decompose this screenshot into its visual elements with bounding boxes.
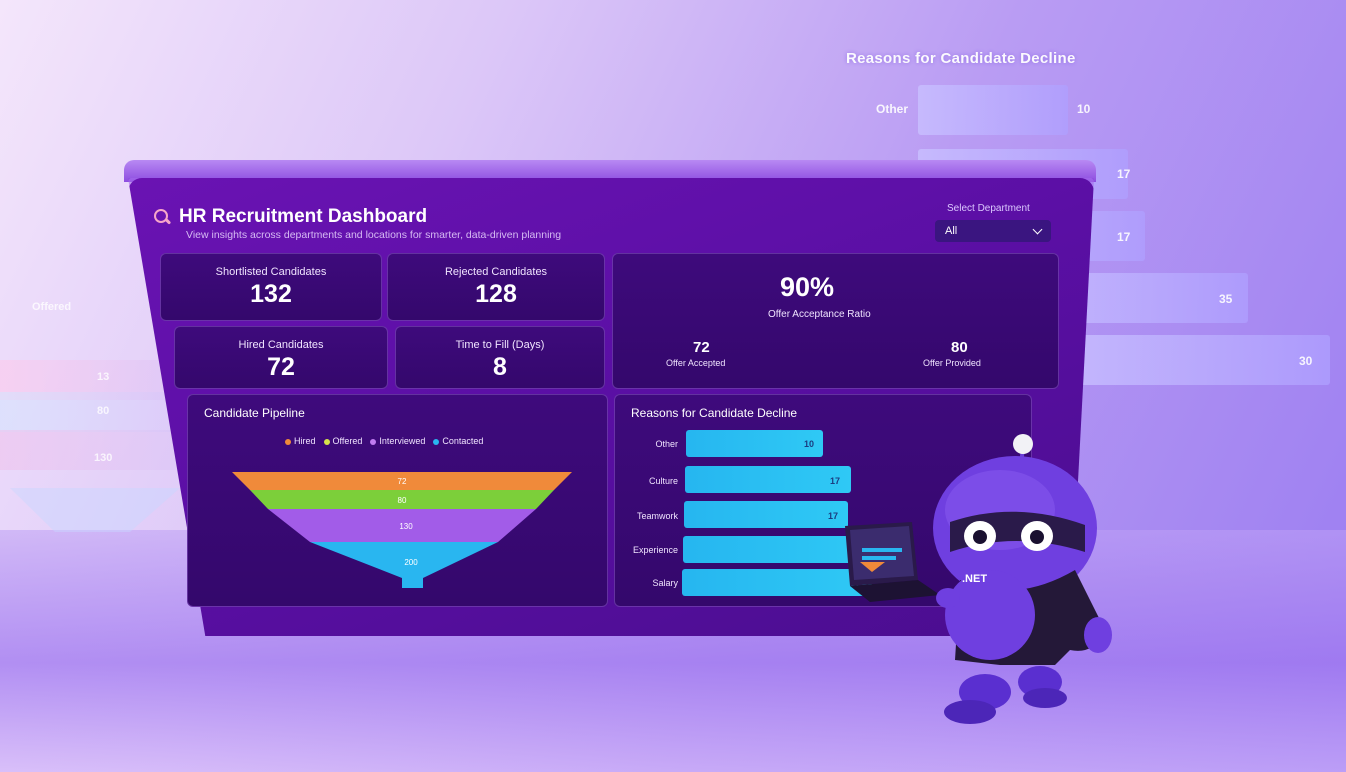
laptop-icon <box>845 522 940 602</box>
legend-item-contacted: Contacted <box>433 436 483 446</box>
offer-provided-value: 80 <box>951 339 968 356</box>
page-title: HR Recruitment Dashboard <box>179 206 428 227</box>
left-ghost-funnel <box>10 488 180 532</box>
decline-row-label: Salary <box>652 578 678 588</box>
department-select[interactable]: All <box>935 220 1051 242</box>
ghost-bar <box>1060 335 1330 385</box>
pipeline-funnel: 72 80 130 200 <box>232 472 572 588</box>
kpi-card-hired: Hired Candidates 72 <box>174 326 388 389</box>
decline-bar-value: 17 <box>830 476 841 486</box>
funnel-value-interviewed: 130 <box>399 522 413 531</box>
decline-row-label: Other <box>655 439 678 449</box>
ghost-bar-value: 10 <box>1077 102 1091 116</box>
funnel-value-hired: 72 <box>398 477 407 486</box>
funnel-stage-offered <box>250 490 554 509</box>
pipeline-title: Candidate Pipeline <box>204 406 305 420</box>
left-ghost-value: 130 <box>94 452 113 464</box>
chevron-down-icon <box>1032 224 1043 235</box>
decline-bar <box>686 430 823 457</box>
mascot-badge: .NET <box>962 573 987 585</box>
decline-row-label: Culture <box>648 476 678 486</box>
offer-acceptance-rate: 90% <box>780 272 835 302</box>
decline-row-label: Experience <box>632 545 678 555</box>
left-ghost-value: 13 <box>97 371 110 383</box>
ghost-bar <box>918 85 1068 135</box>
decline-title: Reasons for Candidate Decline <box>631 406 798 420</box>
funnel-value-offered: 80 <box>398 496 407 505</box>
ghost-row-label: Other <box>876 102 909 116</box>
kpi-label: Shortlisted Candidates <box>215 266 327 278</box>
decline-bar <box>682 569 872 596</box>
ghost-bar-value: 30 <box>1299 354 1313 368</box>
funnel-stage-contacted <box>310 542 498 588</box>
decline-bar-value: 10 <box>804 439 815 449</box>
offer-acceptance-card <box>612 253 1059 389</box>
monitor-top-edge <box>124 160 1096 182</box>
dotnet-bot-mascot: .NET <box>845 434 1112 724</box>
ghost-bar-value: 35 <box>1219 292 1233 306</box>
kpi-value: 132 <box>250 280 292 308</box>
left-ghost-bar <box>0 392 170 432</box>
funnel-value-contacted: 200 <box>404 558 418 567</box>
kpi-card-shortlisted: Shortlisted Candidates 132 <box>160 253 382 321</box>
kpi-label: Rejected Candidates <box>444 266 548 278</box>
ghost-chart-title: Reasons for Candidate Decline <box>846 50 1076 67</box>
legend-item-interviewed: Interviewed <box>370 436 425 446</box>
page-subtitle: View insights across departments and loc… <box>186 229 562 241</box>
kpi-value: 72 <box>267 353 295 381</box>
decline-bar <box>685 466 851 493</box>
kpi-label: Time to Fill (Days) <box>455 339 545 351</box>
department-value: All <box>945 225 958 237</box>
kpi-card-rejected: Rejected Candidates 128 <box>387 253 605 321</box>
offer-accepted-value: 72 <box>693 339 710 356</box>
offer-acceptance-label: Offer Acceptance Ratio <box>768 309 871 320</box>
decline-bar-value: 17 <box>828 511 839 521</box>
department-label: Select Department <box>947 203 1030 214</box>
funnel-stage-interviewed <box>268 509 536 542</box>
pipeline-legend: Hired Offered Interviewed Contacted <box>285 436 483 446</box>
kpi-card-time-to-fill: Time to Fill (Days) 8 <box>395 326 605 389</box>
legend-item-offered: Offered <box>323 436 362 446</box>
offer-provided-label: Offer Provided <box>923 358 981 368</box>
ghost-bar-value: 17 <box>1117 230 1131 244</box>
kpi-value: 8 <box>493 353 507 381</box>
offer-accepted-label: Offer Accepted <box>666 358 726 368</box>
funnel-stage-hired <box>232 472 572 490</box>
decline-row-label: Teamwork <box>636 511 678 521</box>
kpi-label: Hired Candidates <box>238 339 324 351</box>
decline-bar <box>683 536 873 563</box>
search-people-icon <box>153 208 171 226</box>
legend-item-hired: Hired <box>285 436 316 446</box>
left-ghost-bar <box>0 430 180 470</box>
ghost-bar-value: 17 <box>1117 167 1131 181</box>
left-ghost-label: Offered <box>32 301 72 313</box>
left-ghost-value: 80 <box>97 405 110 417</box>
decline-bar <box>684 501 848 528</box>
kpi-value: 128 <box>475 280 517 308</box>
dashboard-header: HR Recruitment Dashboard <box>153 206 427 228</box>
